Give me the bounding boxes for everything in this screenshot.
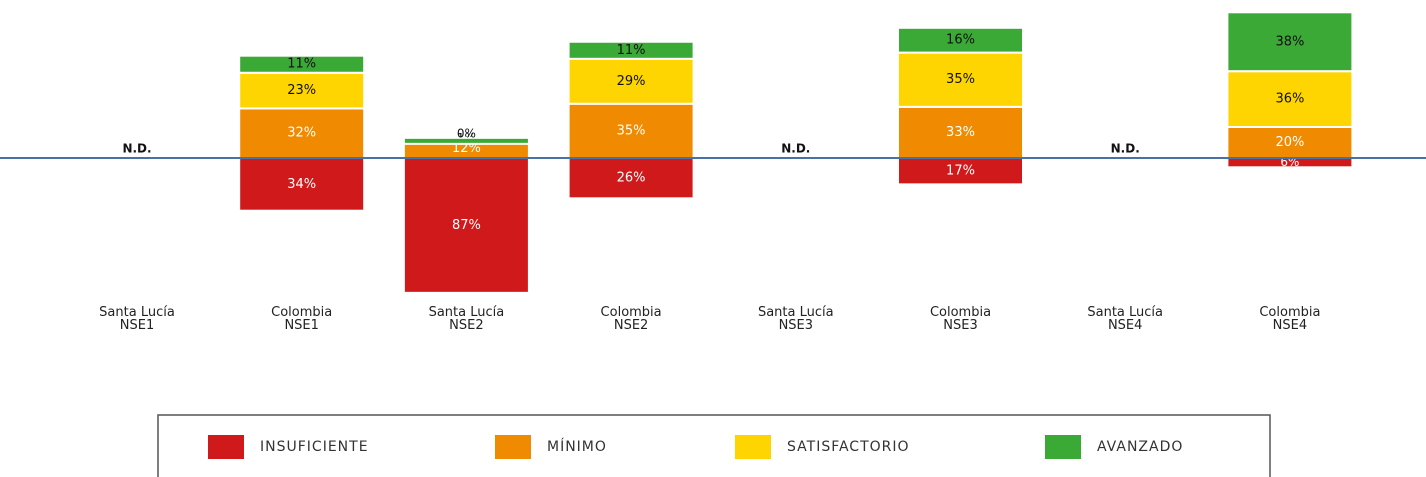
x-tick-line: NSE3 [943,318,977,333]
x-tick-line: Colombia [1259,305,1320,320]
value-label: 16% [946,33,975,48]
x-tick-line: Santa Lucía [1087,305,1163,320]
value-label: 29% [617,74,646,89]
x-tick-line: NSE2 [614,318,648,333]
x-tick-label: Santa Lucía NSE3 [758,305,834,333]
na-label: N.D. [781,142,810,156]
x-tick-line: Santa Lucía [429,305,505,320]
x-tick-line: Santa Lucía [758,305,834,320]
x-tick-label: Colombia NSE1 [271,305,332,333]
x-tick-line: NSE4 [1108,318,1142,333]
x-tick-line: NSE1 [120,318,154,333]
legend-swatch [1045,435,1081,459]
x-tick-line: NSE2 [449,318,483,333]
value-label: 0% [457,126,476,140]
value-label: 38% [1275,34,1304,49]
x-tick-label: Colombia NSE2 [601,305,662,333]
legend-label: MÍNIMO [547,438,607,455]
x-tick-line: Colombia [930,305,991,320]
legend-label: INSUFICIENTE [260,439,369,455]
value-label: 11% [617,43,646,58]
bar-segment [897,51,1024,108]
bar-segment [567,57,695,105]
legend-swatch [208,435,244,459]
bar-segment [238,71,366,110]
legend-box [157,414,1271,477]
bar-segment [238,157,366,212]
x-tick-label: Santa Lucía NSE2 [429,305,505,333]
bar-segment [1226,70,1354,128]
value-label: 33% [946,125,975,140]
bar-segment [567,40,695,60]
na-label: N.D. [122,142,151,156]
bar-segment [897,105,1024,159]
x-tick-line: NSE3 [779,318,813,333]
bar-segment [402,136,530,145]
legend-swatch [735,435,771,459]
bar-segment [1226,11,1354,73]
value-label: 11% [287,57,316,72]
x-tick-line: Colombia [271,305,332,320]
bar-segment [1226,126,1354,159]
legend-label: SATISFACTORIO [787,439,910,455]
value-label: 34% [287,177,316,192]
value-label: 12% [452,141,481,156]
value-label: 26% [617,171,646,186]
legend-label: AVANZADO [1097,439,1183,455]
value-label: 35% [946,72,975,87]
bar-segment [897,26,1024,54]
bar-segment [402,157,530,294]
x-tick-line: NSE4 [1273,318,1307,333]
bar-segment [238,54,366,74]
value-label: 23% [287,83,316,98]
na-label: N.D. [1111,142,1140,156]
x-tick-label: Santa Lucía NSE4 [1087,305,1163,333]
bar-segment [567,157,695,200]
x-tick-label: Colombia NSE4 [1259,305,1320,333]
x-tick-line: Santa Lucía [99,305,175,320]
value-label: 87% [452,218,481,233]
bar-segment [897,157,1024,186]
x-tick-label: Colombia NSE3 [930,305,991,333]
value-label: 32% [287,126,316,141]
value-label: 17% [946,164,975,179]
value-label: 36% [1275,92,1304,107]
x-tick-line: Colombia [601,305,662,320]
value-label: 35% [617,123,646,138]
x-tick-label: Santa Lucía NSE1 [99,305,175,333]
legend-swatch [495,435,531,459]
value-label: 20% [1275,135,1304,150]
x-tick-line: NSE1 [284,318,318,333]
